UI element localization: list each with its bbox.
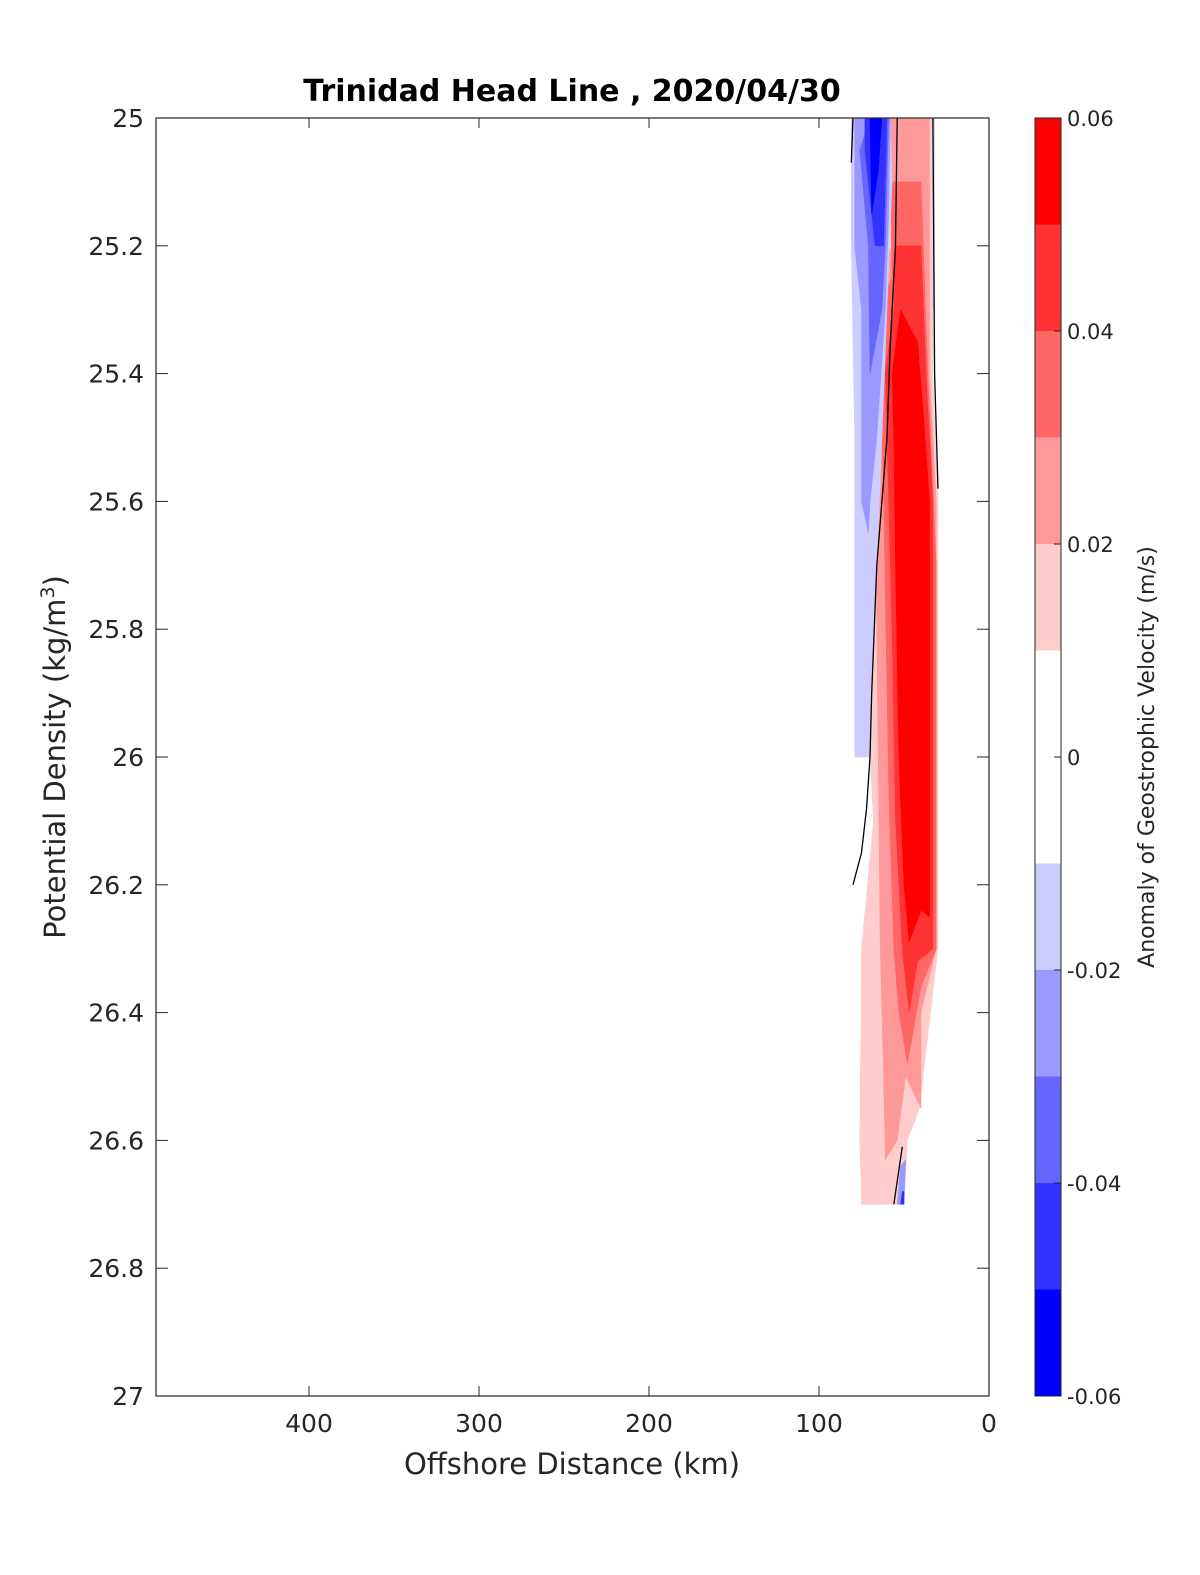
zero-contour-line-1 <box>852 117 898 885</box>
x-tick-label: 200 <box>625 1409 673 1438</box>
y-tick-label: 26.8 <box>88 1254 144 1283</box>
colorbar-tick-label: 0.04 <box>1067 320 1114 344</box>
colorbar-tick-label: -0.02 <box>1067 959 1121 983</box>
contour-region-12 <box>900 1191 905 1205</box>
y-tick-label: 26.6 <box>88 1126 144 1155</box>
zero-contour-line-0 <box>850 117 854 163</box>
y-tick-label: 25.6 <box>88 487 144 516</box>
contour-fill-layer <box>851 117 939 1205</box>
contour-region-4 <box>891 308 930 943</box>
x-axis-label: Offshore Distance (km) <box>404 1447 740 1481</box>
colorbar-level-8 <box>1035 970 1061 1077</box>
zero-contour-line-3 <box>893 1146 903 1205</box>
colorbar-level-6 <box>1035 757 1061 864</box>
y-axis: 25 25.2 25.4 25.6 25.8 26 26.2 26.4 26.6 26.8 27 <box>88 104 989 1411</box>
y-tick-label: 26.4 <box>88 999 144 1028</box>
colorbar-level-2 <box>1035 331 1061 438</box>
plot-area: 400 300 200 100 0 25 25.2 25.4 25.6 25.8 26 26.2 26… <box>88 104 997 1438</box>
zero-contour-layer <box>850 117 939 1205</box>
x-tick-label: 0 <box>981 1409 997 1438</box>
colorbar-levels <box>1035 118 1061 1397</box>
x-tick-label: 100 <box>795 1409 843 1438</box>
colorbar-tick-label: -0.04 <box>1067 1172 1121 1196</box>
chart-title: Trinidad Head Line , 2020/04/30 <box>303 74 840 109</box>
y-axis-label-superscript: 3 <box>37 586 59 598</box>
colorbar-level-4 <box>1035 544 1061 651</box>
colorbar-level-7 <box>1035 863 1061 971</box>
colorbar-tick-label: 0.02 <box>1067 533 1114 557</box>
colorbar-level-0 <box>1035 118 1061 225</box>
y-tick-label: 25 <box>112 104 144 133</box>
y-tick-label: 25.2 <box>88 232 144 261</box>
colorbar-level-10 <box>1035 1183 1061 1290</box>
colorbar-level-5 <box>1035 650 1061 758</box>
contour-region-13 <box>866 1159 874 1205</box>
plot-background <box>156 118 989 1396</box>
colorbar-level-1 <box>1035 224 1061 332</box>
y-axis-label-main: Potential Density (kg/m <box>38 599 72 939</box>
x-axis: 400 300 200 100 0 <box>285 118 997 1438</box>
colorbar-tick-label: -0.06 <box>1067 1385 1121 1409</box>
colorbar-level-3 <box>1035 437 1061 545</box>
y-tick-label: 25.4 <box>88 360 144 389</box>
colorbar-ticks: 0.06 0.04 0.02 0 -0.02 -0.04 -0.06 <box>1054 107 1121 1409</box>
x-tick-label: 400 <box>285 1409 333 1438</box>
colorbar-tick-label: 0.06 <box>1067 107 1114 131</box>
colorbar-level-9 <box>1035 1076 1061 1184</box>
zero-contour-line-2 <box>932 117 939 489</box>
y-axis-label-end: ) <box>38 575 72 586</box>
colorbar-tick-label: 0 <box>1067 746 1080 770</box>
y-tick-label: 26.2 <box>88 871 144 900</box>
colorbar-level-11 <box>1035 1289 1061 1397</box>
y-tick-label: 27 <box>112 1382 144 1411</box>
y-axis-label: Potential Density (kg/m3) <box>37 575 72 939</box>
y-tick-label: 26 <box>112 743 144 772</box>
x-tick-label: 300 <box>455 1409 503 1438</box>
colorbar: 0.06 0.04 0.02 0 -0.02 -0.04 -0.06 <box>1034 107 1121 1409</box>
y-tick-label: 25.8 <box>88 615 144 644</box>
colorbar-label: Anomaly of Geostrophic Velocity (m/s) <box>1135 546 1160 968</box>
